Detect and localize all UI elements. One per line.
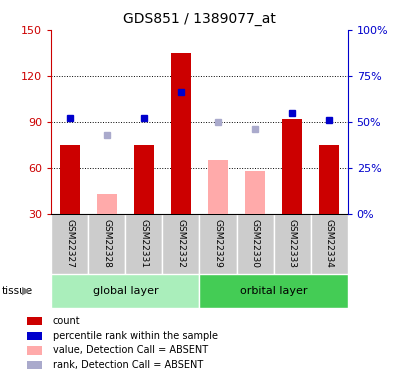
Bar (27, 332, 42, 340)
Bar (319, 145, 339, 214)
Bar (97, 194, 117, 214)
Bar (282, 119, 302, 214)
Bar (27, 317, 42, 325)
Text: orbital layer: orbital layer (240, 286, 307, 296)
Bar (88, 214, 126, 274)
Bar (51, 274, 199, 308)
Title: GDS851 / 1389077_at: GDS851 / 1389077_at (123, 12, 276, 26)
Text: GSM22329: GSM22329 (213, 219, 222, 267)
Bar (208, 160, 228, 214)
Text: value, Detection Call = ABSENT: value, Detection Call = ABSENT (53, 345, 208, 355)
Bar (171, 53, 191, 214)
Bar (51, 214, 88, 274)
Bar (245, 171, 265, 214)
Bar (310, 214, 348, 274)
Bar (134, 145, 154, 214)
Text: rank, Detection Call = ABSENT: rank, Detection Call = ABSENT (53, 360, 203, 370)
Text: GSM22327: GSM22327 (65, 219, 74, 267)
Text: GSM22330: GSM22330 (250, 219, 260, 267)
Bar (60, 145, 80, 214)
Bar (274, 214, 310, 274)
Text: GSM22333: GSM22333 (288, 219, 297, 267)
Bar (27, 361, 42, 369)
Bar (199, 214, 237, 274)
Text: percentile rank within the sample: percentile rank within the sample (53, 331, 218, 341)
Text: GSM22332: GSM22332 (177, 219, 186, 267)
Text: count: count (53, 316, 81, 326)
Text: GSM22331: GSM22331 (139, 219, 149, 267)
Text: global layer: global layer (92, 286, 158, 296)
Bar (162, 214, 199, 274)
Text: GSM22328: GSM22328 (102, 219, 111, 267)
Text: tissue: tissue (2, 286, 33, 296)
Bar (126, 214, 162, 274)
Text: GSM22334: GSM22334 (325, 219, 334, 267)
Bar (237, 214, 274, 274)
Text: ▶: ▶ (22, 286, 30, 296)
Bar (199, 274, 348, 308)
Bar (27, 346, 42, 355)
